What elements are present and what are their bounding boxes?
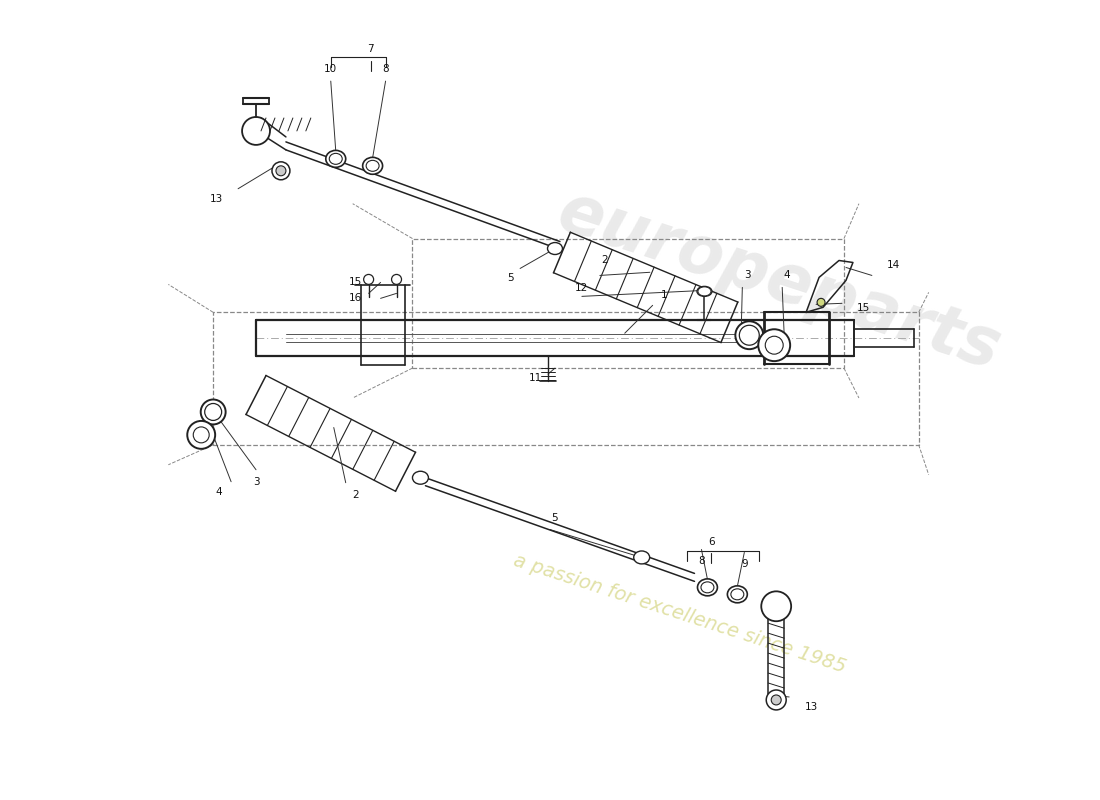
Ellipse shape <box>205 403 221 421</box>
Text: 14: 14 <box>888 261 901 270</box>
Text: 13: 13 <box>209 194 223 204</box>
Ellipse shape <box>697 286 712 296</box>
Circle shape <box>392 274 402 285</box>
Circle shape <box>771 695 781 705</box>
Ellipse shape <box>366 160 379 171</box>
Text: 10: 10 <box>324 64 338 74</box>
Text: a passion for excellence since 1985: a passion for excellence since 1985 <box>510 551 848 677</box>
Text: 9: 9 <box>741 559 748 570</box>
Text: 16: 16 <box>349 294 362 303</box>
Ellipse shape <box>727 586 747 602</box>
Circle shape <box>272 162 290 180</box>
Ellipse shape <box>697 579 717 596</box>
Ellipse shape <box>736 322 763 349</box>
Circle shape <box>766 336 783 354</box>
Text: 6: 6 <box>708 537 715 546</box>
Text: 8: 8 <box>698 557 705 566</box>
Ellipse shape <box>200 399 225 425</box>
Text: 2: 2 <box>352 490 359 500</box>
Ellipse shape <box>326 150 345 167</box>
Ellipse shape <box>634 551 650 564</box>
Ellipse shape <box>329 154 342 164</box>
Ellipse shape <box>701 582 714 593</box>
Text: 12: 12 <box>575 283 589 294</box>
Ellipse shape <box>412 471 428 484</box>
Circle shape <box>187 421 216 449</box>
Text: 15: 15 <box>857 303 870 314</box>
Circle shape <box>758 330 790 361</box>
Text: 4: 4 <box>216 486 222 497</box>
Text: 15: 15 <box>349 278 362 287</box>
Text: 13: 13 <box>804 702 817 712</box>
Circle shape <box>817 298 825 306</box>
Circle shape <box>242 117 270 145</box>
Text: 3: 3 <box>253 477 260 486</box>
Text: 7: 7 <box>367 44 374 54</box>
Circle shape <box>276 166 286 176</box>
Circle shape <box>364 274 374 285</box>
Text: 11: 11 <box>528 373 541 383</box>
Text: europeparts: europeparts <box>550 178 1009 383</box>
Circle shape <box>194 427 209 443</box>
Text: 8: 8 <box>383 64 389 74</box>
Ellipse shape <box>698 287 711 296</box>
Ellipse shape <box>548 242 562 254</box>
Circle shape <box>761 591 791 622</box>
Ellipse shape <box>730 589 744 600</box>
Text: 5: 5 <box>507 274 514 283</box>
Text: 4: 4 <box>784 270 791 281</box>
Text: 3: 3 <box>744 270 750 281</box>
Circle shape <box>767 690 786 710</box>
Ellipse shape <box>363 158 383 174</box>
Ellipse shape <box>739 326 759 345</box>
Text: 5: 5 <box>552 513 559 522</box>
Text: 2: 2 <box>602 255 608 266</box>
Text: 1: 1 <box>661 290 668 300</box>
